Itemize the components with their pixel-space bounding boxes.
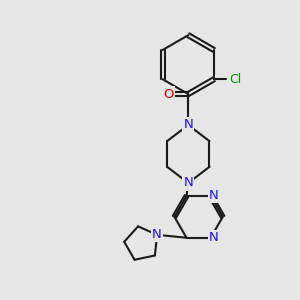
Text: N: N [209, 189, 218, 203]
Text: O: O [163, 88, 174, 100]
Text: N: N [183, 118, 193, 131]
Text: N: N [183, 176, 193, 190]
Text: Cl: Cl [229, 73, 242, 86]
Text: N: N [152, 228, 162, 241]
Text: N: N [209, 231, 218, 244]
